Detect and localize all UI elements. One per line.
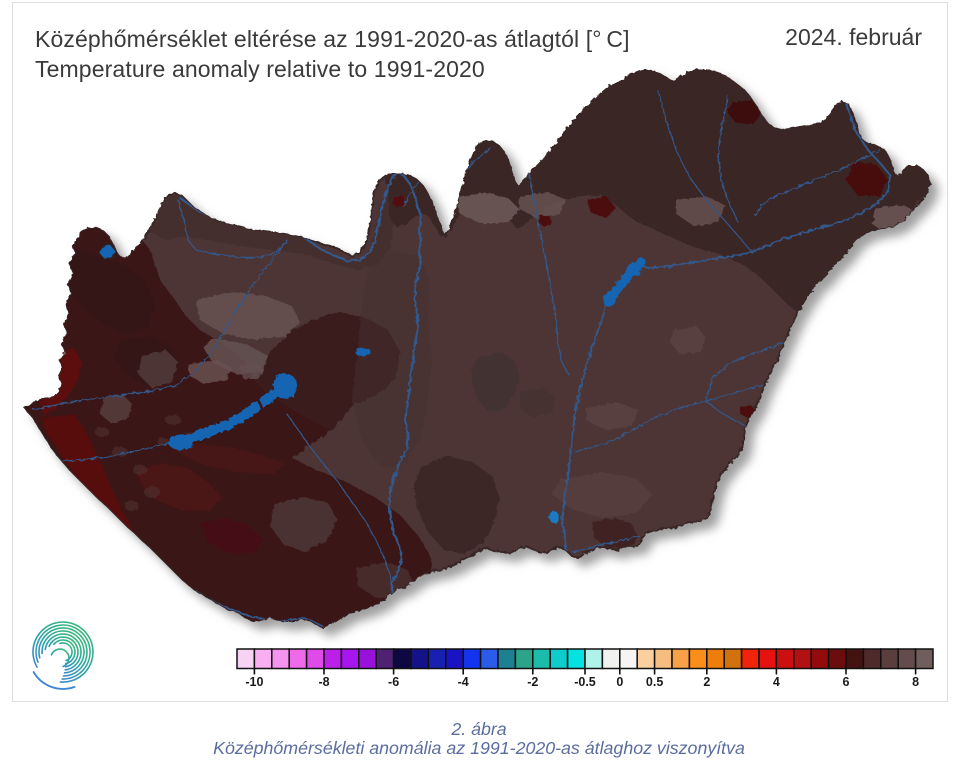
svg-text:-10: -10 xyxy=(245,675,263,689)
svg-text:-2: -2 xyxy=(527,675,538,689)
svg-text:0.5: 0.5 xyxy=(646,675,663,689)
svg-text:-8: -8 xyxy=(318,675,329,689)
svg-text:2: 2 xyxy=(703,675,710,689)
svg-text:6: 6 xyxy=(843,675,850,689)
svg-text:-0.5: -0.5 xyxy=(574,675,596,689)
svg-text:4: 4 xyxy=(773,675,780,689)
svg-text:0: 0 xyxy=(616,675,623,689)
svg-text:8: 8 xyxy=(912,675,919,689)
svg-text:-6: -6 xyxy=(388,675,399,689)
svg-text:-4: -4 xyxy=(458,675,469,689)
